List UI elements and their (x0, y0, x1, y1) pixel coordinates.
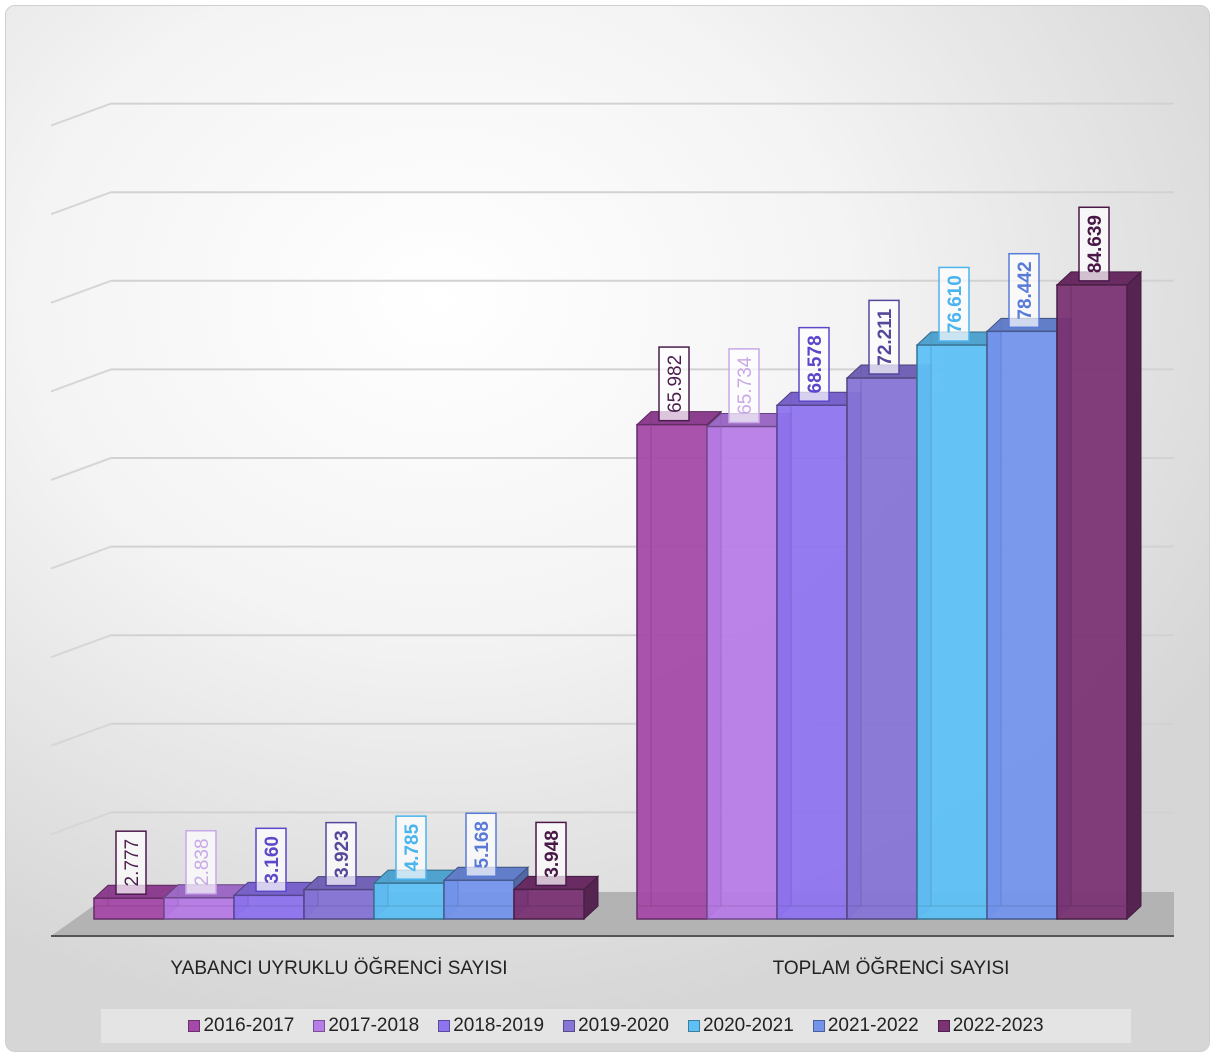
data-label: 78.442 (1008, 252, 1040, 329)
data-label-box (938, 266, 970, 342)
gridline-depth (50, 279, 112, 304)
legend-swatch (438, 1020, 451, 1032)
data-label-box (1008, 252, 1040, 329)
data-label-text: 4.785 (402, 823, 423, 871)
gridline-depth (50, 368, 112, 393)
gridline-depth (50, 457, 112, 481)
category-label: TOPLAM ÖĞRENCİ SAYISI (773, 957, 1010, 979)
bar-front (443, 879, 515, 920)
data-label-text: 3.948 (542, 830, 563, 878)
data-label: 84.639 (1078, 206, 1110, 282)
data-label-box (325, 821, 357, 887)
legend-item: 2017-2018 (313, 1015, 419, 1037)
legend-label: 2016-2017 (203, 1015, 295, 1036)
bar-front (303, 888, 375, 920)
data-label-text: 68.578 (805, 335, 826, 393)
bar-side (1126, 270, 1142, 921)
bar-front (986, 330, 1058, 920)
gridline-depth (50, 811, 112, 836)
bar-front (776, 404, 848, 920)
bar-front (1056, 284, 1128, 920)
data-label-box (868, 299, 900, 375)
data-label-text: 3.923 (332, 830, 353, 878)
data-label-text: 78.442 (1015, 261, 1036, 319)
gridline-depth (50, 634, 112, 659)
data-label-box (185, 829, 217, 895)
data-label-text: 76.610 (945, 275, 966, 333)
bar-front (846, 377, 918, 920)
data-label: 76.610 (938, 266, 970, 342)
data-label: 3.948 (535, 821, 567, 887)
data-label-box (1078, 206, 1110, 282)
data-label-box (535, 821, 567, 887)
data-label: 65.734 (728, 348, 760, 424)
bar-chart: 2.777 2.838 3.160 3.923 4.785 5.168 3.948 65.98… (50, 102, 1174, 979)
legend-swatch (687, 1020, 700, 1032)
data-label-box (395, 815, 427, 880)
legend-swatch (812, 1020, 825, 1032)
data-label: 72.211 (868, 299, 900, 375)
data-label-text: 65.734 (735, 356, 756, 415)
gridline-depth (50, 102, 112, 127)
bar-front (163, 896, 235, 920)
legend-swatch (563, 1020, 576, 1032)
bar-front (373, 882, 445, 920)
data-label-box (465, 812, 497, 878)
data-label-text: 3.160 (262, 836, 283, 884)
legend-item: 2016-2017 (188, 1015, 294, 1037)
category-label: YABANCI UYRUKLU ÖĞRENCİ SAYISI (170, 957, 507, 979)
bar-front (916, 344, 988, 920)
data-label: 3.923 (325, 821, 357, 887)
data-label-box (255, 827, 287, 893)
category-labels: YABANCI UYRUKLU ÖĞRENCİ SAYISI TOPLAM ÖĞR… (170, 957, 1009, 979)
bar-front (636, 423, 708, 920)
data-label-text: 5.168 (472, 821, 493, 869)
chart-frame: 2.777 2.838 3.160 3.923 4.785 5.168 3.948 65.98… (5, 5, 1210, 1052)
data-label: 2.777 (115, 830, 147, 895)
legend-swatch (313, 1020, 326, 1032)
data-label-text: 84.639 (1085, 215, 1106, 273)
data-label-text: 65.982 (665, 355, 686, 413)
data-label: 2.838 (185, 829, 217, 895)
data-label-text: 2.838 (192, 838, 213, 886)
data-label: 5.168 (465, 812, 497, 878)
data-label-box (658, 346, 690, 422)
legend-item: 2021-2022 (812, 1015, 919, 1037)
legend-label: 2018-2019 (453, 1015, 545, 1036)
data-label-box (115, 830, 147, 895)
legend-item: 2018-2019 (438, 1015, 544, 1037)
bar-1-6 (1055, 270, 1143, 921)
data-label-text: 72.211 (875, 308, 896, 365)
data-label: 4.785 (395, 815, 427, 880)
legend-label: 2021-2022 (827, 1015, 919, 1036)
legend-label: 2020-2021 (702, 1015, 794, 1036)
data-label-box (798, 326, 830, 402)
legend-label: 2017-2018 (328, 1015, 420, 1036)
bar-front (93, 897, 165, 920)
data-label-text: 2.777 (122, 839, 143, 887)
bar-front (706, 425, 778, 920)
legend-label: 2022-2023 (952, 1015, 1044, 1036)
legend-item: 2019-2020 (563, 1015, 669, 1037)
gridline-depth (50, 722, 112, 747)
legend-swatch (188, 1020, 201, 1032)
data-label: 3.160 (255, 827, 287, 893)
data-labels: 2.777 2.838 3.160 3.923 4.785 5.168 3.948 65.98… (115, 206, 1110, 895)
bar-front (233, 894, 305, 920)
data-label: 65.982 (658, 346, 690, 422)
bar-front (513, 888, 585, 920)
data-label: 68.578 (798, 326, 830, 402)
data-label-box (728, 348, 760, 424)
bar-1-5 (985, 317, 1073, 921)
legend-item: 2020-2021 (687, 1015, 794, 1037)
legend: 2016-2017 2017-2018 2018-2019 2019-2020 2020… (101, 1009, 1131, 1043)
legend-label: 2019-2020 (578, 1015, 669, 1036)
gridline-depth (50, 545, 112, 570)
legend-swatch (937, 1020, 950, 1032)
legend-item: 2022-2023 (937, 1015, 1044, 1037)
gridline-depth (50, 191, 112, 216)
